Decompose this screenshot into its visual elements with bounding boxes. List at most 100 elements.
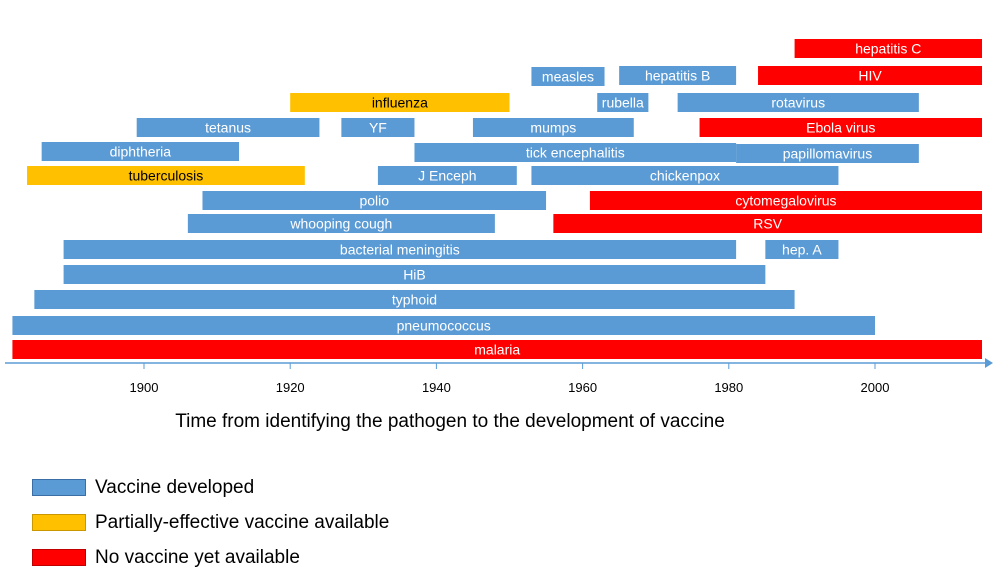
bar-label-chickenpox: chickenpox xyxy=(650,168,720,184)
bar-label-whooping-cough: whooping cough xyxy=(289,216,392,232)
bar-label-papillomavirus: papillomavirus xyxy=(783,146,872,162)
x-tick-label: 1960 xyxy=(568,380,597,395)
bar-hepatitis-b: hepatitis B xyxy=(619,66,737,85)
bar-rect-tick-encephalitis xyxy=(414,143,737,162)
bar-tetanus: tetanus xyxy=(136,118,320,137)
legend-item-developed: Vaccine developed xyxy=(32,470,389,505)
bar-rect-j-enceph xyxy=(377,166,517,185)
x-tick-label: 1920 xyxy=(276,380,305,395)
x-tick-label: 1900 xyxy=(130,380,159,395)
bar-label-malaria: malaria xyxy=(474,342,520,358)
bar-j-enceph: J Enceph xyxy=(377,166,517,185)
bar-label-hepatitis-b: hepatitis B xyxy=(645,68,710,84)
bars-layer: hepatitis C measles hepatitis B HIV influenz… xyxy=(12,39,983,359)
bar-label-mumps: mumps xyxy=(530,120,576,136)
bar-rect-hep-a xyxy=(765,240,839,259)
bar-tuberculosis: tuberculosis xyxy=(27,166,305,185)
bar-pneumococcus: pneumococcus xyxy=(12,316,876,335)
bar-label-rotavirus: rotavirus xyxy=(771,95,825,111)
bar-rect-papillomavirus xyxy=(736,144,919,163)
bar-papillomavirus: papillomavirus xyxy=(736,144,919,163)
bar-rect-pneumococcus xyxy=(12,316,876,335)
bar-label-bacterial-meningitis: bacterial meningitis xyxy=(340,242,460,258)
bar-polio: polio xyxy=(202,191,547,210)
bar-label-tick-encephalitis: tick encephalitis xyxy=(526,145,625,161)
bar-label-rubella: rubella xyxy=(602,95,644,111)
x-axis xyxy=(5,358,993,368)
bar-label-polio: polio xyxy=(359,193,389,209)
bar-rect-polio xyxy=(202,191,547,210)
bar-label-hepatitis-c: hepatitis C xyxy=(855,41,921,57)
bar-rect-rsv xyxy=(553,214,982,233)
bar-rect-hib xyxy=(63,265,766,284)
legend-label-developed: Vaccine developed xyxy=(95,476,255,498)
bar-label-diphtheria: diphtheria xyxy=(110,144,172,160)
bar-rubella: rubella xyxy=(597,93,649,112)
bar-rect-chickenpox xyxy=(531,166,839,185)
bar-cytomegalovirus: cytomegalovirus xyxy=(589,191,982,210)
legend-item-none: No vaccine yet available xyxy=(32,540,389,575)
bar-label-cytomegalovirus: cytomegalovirus xyxy=(735,193,836,209)
bar-rect-hepatitis-b xyxy=(619,66,737,85)
bar-rect-diphtheria xyxy=(41,142,240,161)
bar-rect-influenza xyxy=(290,93,510,112)
bar-rect-hiv xyxy=(758,66,982,85)
bar-rect-whooping-cough xyxy=(187,214,495,233)
bar-mumps: mumps xyxy=(472,118,634,137)
x-tick-label: 1980 xyxy=(714,380,743,395)
bar-label-hep-a: hep. A xyxy=(782,242,822,258)
bar-rect-yf xyxy=(341,118,415,137)
bar-typhoid: typhoid xyxy=(34,290,795,309)
bar-rect-typhoid xyxy=(34,290,795,309)
bar-rect-rubella xyxy=(597,93,649,112)
bar-whooping-cough: whooping cough xyxy=(187,214,495,233)
legend-swatch-partial xyxy=(32,514,86,531)
legend-swatch-developed xyxy=(32,479,86,496)
legend-item-partial: Partially-effective vaccine available xyxy=(32,505,389,540)
x-tick-label: 2000 xyxy=(861,380,890,395)
bar-label-hiv: HIV xyxy=(858,68,882,84)
bar-measles: measles xyxy=(531,67,605,86)
bar-label-tetanus: tetanus xyxy=(205,120,251,136)
legend-label-partial: Partially-effective vaccine available xyxy=(95,511,390,533)
bar-rect-tetanus xyxy=(136,118,320,137)
bar-rect-tuberculosis xyxy=(27,166,305,185)
bar-diphtheria: diphtheria xyxy=(41,142,240,161)
bar-rect-bacterial-meningitis xyxy=(63,240,737,259)
bar-hib: HiB xyxy=(63,265,766,284)
x-axis-title: Time from identifying the pathogen to th… xyxy=(175,411,725,432)
bar-label-influenza: influenza xyxy=(372,95,428,111)
bar-label-yf: YF xyxy=(369,120,387,136)
bar-rect-malaria xyxy=(12,340,983,359)
bar-label-hib: HiB xyxy=(403,267,426,283)
bar-label-tuberculosis: tuberculosis xyxy=(129,168,204,184)
bar-rect-mumps xyxy=(472,118,634,137)
bar-bacterial-meningitis: bacterial meningitis xyxy=(63,240,737,259)
bar-hepatitis-c: hepatitis C xyxy=(794,39,982,58)
bar-hep-a: hep. A xyxy=(765,240,839,259)
bar-rect-rotavirus xyxy=(677,93,919,112)
bar-rect-ebola-virus xyxy=(699,118,982,137)
bar-influenza: influenza xyxy=(290,93,510,112)
x-axis-arrow xyxy=(985,358,993,368)
x-tick-label: 1940 xyxy=(422,380,451,395)
bar-rect-measles xyxy=(531,67,605,86)
bar-yf: YF xyxy=(341,118,415,137)
bar-rotavirus: rotavirus xyxy=(677,93,919,112)
bar-label-measles: measles xyxy=(542,69,594,85)
bar-ebola-virus: Ebola virus xyxy=(699,118,982,137)
bar-rsv: RSV xyxy=(553,214,982,233)
legend-swatch-none xyxy=(32,549,86,566)
timeline-chart: hepatitis C measles hepatitis B HIV influenz… xyxy=(5,39,993,432)
bar-hiv: HIV xyxy=(758,66,982,85)
bar-rect-hepatitis-c xyxy=(794,39,982,58)
bar-label-ebola-virus: Ebola virus xyxy=(806,120,875,136)
x-axis-ticks: 1900 1920 1940 1960 1980 2000 xyxy=(130,363,890,395)
bar-chickenpox: chickenpox xyxy=(531,166,839,185)
bar-label-rsv: RSV xyxy=(753,216,782,232)
bar-tick-encephalitis: tick encephalitis xyxy=(414,143,737,162)
legend: Vaccine developed Partially-effective va… xyxy=(32,470,389,575)
legend-label-none: No vaccine yet available xyxy=(95,546,300,568)
bar-rect-cytomegalovirus xyxy=(589,191,982,210)
bar-label-j-enceph: J Enceph xyxy=(418,168,476,184)
